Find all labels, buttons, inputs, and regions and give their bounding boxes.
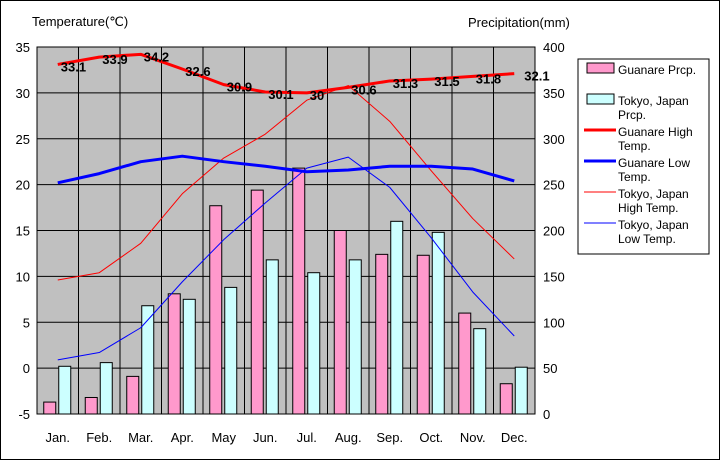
bar bbox=[431, 231, 445, 415]
data-label: 33.9 bbox=[102, 52, 127, 67]
right-tick-label: 200 bbox=[543, 224, 565, 239]
left-tick-label: 25 bbox=[16, 132, 30, 147]
right-tick-label: 150 bbox=[543, 269, 565, 284]
left-tick-label: 10 bbox=[16, 269, 30, 284]
series-line bbox=[57, 154, 515, 185]
bars bbox=[43, 167, 528, 415]
data-label: 30.1 bbox=[268, 87, 293, 102]
series-line bbox=[57, 156, 515, 361]
legend-label: Low Temp. bbox=[618, 232, 676, 246]
legend-box bbox=[577, 58, 710, 255]
data-label: 31.3 bbox=[393, 76, 418, 91]
data-label: 31.5 bbox=[434, 74, 459, 89]
bar bbox=[84, 396, 98, 415]
data-label: 33.1 bbox=[61, 59, 86, 74]
legend-label: Temp. bbox=[618, 170, 651, 184]
left-tick-label: -5 bbox=[18, 407, 30, 422]
right-tick-label: 0 bbox=[543, 407, 550, 422]
right-axis-title: Precipitation(mm) bbox=[468, 15, 570, 30]
bar bbox=[99, 362, 113, 415]
bar bbox=[265, 259, 279, 415]
left-tick-label: 20 bbox=[16, 178, 30, 193]
series-line bbox=[57, 52, 515, 95]
legend-swatch bbox=[586, 93, 615, 105]
right-tick-label: 300 bbox=[543, 132, 565, 147]
legend-label: Tokyo, Japan bbox=[618, 218, 689, 232]
grid-lines bbox=[37, 47, 535, 414]
legend-label: Guanare High bbox=[618, 125, 693, 139]
right-tick-label: 250 bbox=[543, 178, 565, 193]
bar bbox=[514, 366, 528, 415]
x-tick-label: Aug. bbox=[335, 430, 362, 445]
bar bbox=[458, 312, 472, 415]
right-tick-label: 100 bbox=[543, 315, 565, 330]
legend-label: Tokyo, Japan bbox=[618, 94, 689, 108]
left-tick-label: 0 bbox=[23, 361, 30, 376]
x-tick-label: Jun. bbox=[253, 430, 278, 445]
left-axis-title: Temperature(℃) bbox=[32, 14, 128, 29]
legend-label: Prcp. bbox=[618, 108, 646, 122]
series-lines bbox=[57, 52, 515, 361]
data-label: 30 bbox=[310, 88, 324, 103]
legend-label: Guanare Low bbox=[618, 156, 690, 170]
x-tick-label: Jan. bbox=[45, 430, 70, 445]
left-tick-label: 15 bbox=[16, 224, 30, 239]
x-tick-label: Sep. bbox=[376, 430, 403, 445]
bar bbox=[473, 328, 487, 415]
axes: -505101520253035050100150200250300350400… bbox=[16, 40, 565, 445]
bar bbox=[141, 305, 155, 415]
x-tick-label: Dec. bbox=[501, 430, 528, 445]
bar bbox=[390, 220, 404, 415]
x-tick-label: Oct. bbox=[419, 430, 443, 445]
legend-label: Guanare Prcp. bbox=[618, 63, 696, 77]
bar bbox=[250, 189, 264, 415]
x-tick-label: Mar. bbox=[128, 430, 153, 445]
bar bbox=[292, 167, 306, 415]
data-labels: 33.1 33.9 34.2 32.6 30.9 30.1 30 30.6 31.3 31.5 31… bbox=[61, 49, 550, 103]
left-tick-label: 30 bbox=[16, 86, 30, 101]
legend-label: High Temp. bbox=[618, 201, 678, 215]
data-label: 30.6 bbox=[351, 82, 376, 97]
bar bbox=[182, 298, 196, 415]
x-tick-label: Jul. bbox=[297, 430, 317, 445]
bar bbox=[58, 365, 72, 415]
bar bbox=[307, 272, 321, 415]
left-tick-label: 35 bbox=[16, 40, 30, 55]
legend-swatch bbox=[586, 62, 615, 74]
data-label: 32.1 bbox=[524, 69, 549, 84]
x-tick-label: Feb. bbox=[86, 430, 112, 445]
bar bbox=[126, 375, 140, 415]
bar bbox=[43, 401, 57, 415]
bar bbox=[348, 259, 362, 415]
bar bbox=[375, 253, 389, 415]
right-tick-label: 350 bbox=[543, 86, 565, 101]
data-label: 30.9 bbox=[227, 80, 252, 95]
x-tick-label: Apr. bbox=[171, 430, 194, 445]
left-tick-label: 5 bbox=[23, 315, 30, 330]
bar bbox=[333, 230, 347, 415]
bar bbox=[209, 205, 223, 415]
bar bbox=[416, 254, 430, 415]
data-label: 32.6 bbox=[185, 64, 210, 79]
x-tick-label: Nov. bbox=[460, 430, 486, 445]
legend-label: Temp. bbox=[618, 139, 651, 153]
data-label: 31.8 bbox=[476, 71, 501, 86]
bar bbox=[499, 383, 513, 415]
right-tick-label: 400 bbox=[543, 40, 565, 55]
data-label: 34.2 bbox=[144, 49, 169, 64]
bar bbox=[224, 286, 238, 415]
right-tick-label: 50 bbox=[543, 361, 557, 376]
legend-label: Tokyo, Japan bbox=[618, 187, 689, 201]
bar bbox=[167, 293, 181, 415]
x-tick-label: May bbox=[211, 430, 236, 445]
series-line bbox=[57, 85, 515, 281]
